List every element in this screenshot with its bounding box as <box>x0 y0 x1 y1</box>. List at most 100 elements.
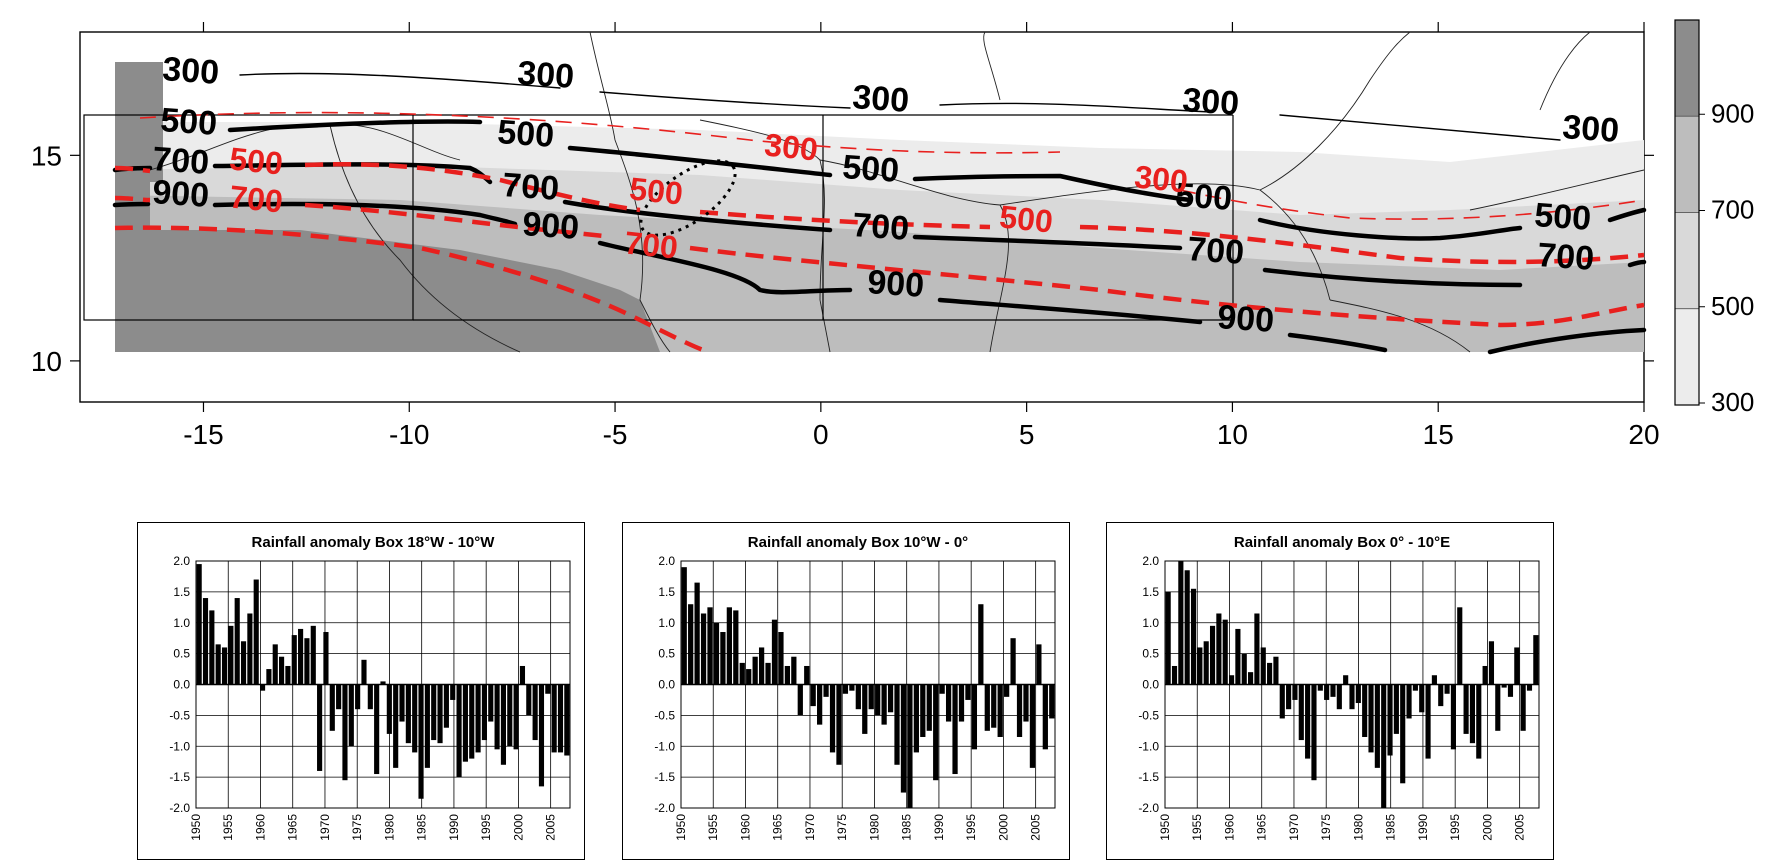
bar <box>1362 684 1368 737</box>
bar <box>984 684 990 731</box>
legend-swatch <box>1674 308 1700 406</box>
x-tick-label: 2000 <box>996 814 1010 841</box>
y-tick-label: -1.0 <box>654 739 675 753</box>
bar <box>1393 684 1399 734</box>
contour-label-black-500: 500 <box>496 113 555 155</box>
bar <box>1228 675 1235 685</box>
bar <box>564 684 570 756</box>
legend-label: 900 <box>1711 98 1754 128</box>
bar <box>1412 684 1418 691</box>
bar-panel-box3: Rainfall anomaly Box 0° - 10°E 2.0 1.5 1.0 0… <box>1106 522 1554 860</box>
bar <box>1260 647 1266 685</box>
bar <box>720 632 726 685</box>
bar-chart-title: Rainfall anomaly Box 10°W - 0° <box>748 534 968 551</box>
bar <box>829 684 836 753</box>
bar <box>1400 684 1406 784</box>
x-tick-label: 1975 <box>1319 814 1333 841</box>
y-tick-label: -2.0 <box>169 801 190 815</box>
bar <box>887 684 894 713</box>
contour-label-black-300: 300 <box>516 54 575 96</box>
bar <box>900 684 907 793</box>
bar <box>739 662 745 685</box>
x-tick-label: 1990 <box>1416 814 1430 841</box>
legend-label: 700 <box>1711 195 1754 225</box>
y-tick-label: -0.5 <box>1138 708 1159 722</box>
contour-label-black-900: 900 <box>866 263 925 305</box>
legend-label: 500 <box>1711 291 1754 321</box>
bar <box>1216 613 1222 685</box>
bar <box>997 684 1003 737</box>
bar <box>933 684 939 781</box>
bar <box>1222 619 1228 685</box>
x-tick-label: 1955 <box>706 814 720 841</box>
bar <box>202 598 209 685</box>
bar <box>881 684 887 725</box>
bar <box>323 632 329 685</box>
bar <box>1298 684 1304 741</box>
y-tick-label: 1.5 <box>1142 585 1159 599</box>
bar-panel-box1: Rainfall anomaly Box 18°W - 10°W 2.0 1.5 1.… <box>137 522 585 860</box>
isohyet-red-700 <box>114 195 1645 328</box>
bar <box>1165 591 1171 685</box>
bar <box>532 684 538 741</box>
isohyet-black-500 <box>227 119 1647 241</box>
shade-band-900 <box>115 62 660 352</box>
bar <box>298 628 304 685</box>
y-tick-label: 10 <box>31 346 62 377</box>
contour-label-red-700: 700 <box>228 178 285 219</box>
bar <box>926 684 932 731</box>
bar <box>329 684 335 731</box>
bar <box>215 644 221 685</box>
x-tick-label: 20 <box>1628 419 1659 450</box>
bar <box>688 604 694 685</box>
bar <box>1368 684 1374 753</box>
x-tick-label: 1980 <box>1351 814 1365 841</box>
legend-label: 300 <box>1711 387 1754 417</box>
bar <box>285 665 291 685</box>
x-tick-label: 1965 <box>286 814 300 841</box>
bar <box>196 564 202 685</box>
bar <box>500 684 507 765</box>
bar <box>978 604 984 685</box>
bar <box>913 684 919 753</box>
bar <box>842 684 849 694</box>
bar <box>545 684 551 694</box>
bar <box>456 684 462 778</box>
bar <box>797 684 803 716</box>
bar <box>758 647 765 685</box>
bar-chart-box1: Rainfall anomaly Box 18°W - 10°W 2.0 1.5 1.… <box>169 534 571 841</box>
bar <box>862 684 868 734</box>
bar <box>336 684 342 710</box>
bar <box>952 684 958 775</box>
y-tick-label: 0.0 <box>1142 678 1159 692</box>
bar <box>1482 665 1488 685</box>
bar <box>681 567 687 685</box>
x-tick-label: 1960 <box>253 814 267 841</box>
bar <box>1381 684 1387 808</box>
bar <box>817 684 823 725</box>
contour-label-black-700: 700 <box>151 140 210 182</box>
bar <box>266 669 272 685</box>
legend-frame <box>1674 19 1700 406</box>
bar <box>894 684 900 765</box>
bar <box>557 684 564 753</box>
bar <box>1235 628 1241 685</box>
x-tick-label: 1950 <box>1158 814 1172 841</box>
y-tick-label: 1.5 <box>658 585 675 599</box>
bar <box>367 684 373 710</box>
bar <box>253 579 259 685</box>
contour-label-red-700: 700 <box>623 224 680 265</box>
bar <box>228 625 234 685</box>
x-tick-label: 1965 <box>1255 814 1269 841</box>
bar <box>700 613 707 685</box>
x-tick-label: 2000 <box>1480 814 1494 841</box>
y-tick-label: -1.5 <box>654 770 675 784</box>
bar <box>259 684 266 691</box>
bar <box>1241 653 1247 685</box>
bar-chart-box3: Rainfall anomaly Box 0° - 10°E 2.0 1.5 1.0 0… <box>1138 534 1540 841</box>
bar <box>1349 684 1355 710</box>
bar <box>443 684 449 728</box>
contour-label-black-300: 300 <box>1181 81 1240 123</box>
bar <box>1419 684 1425 713</box>
x-tick-label: 1990 <box>447 814 461 841</box>
